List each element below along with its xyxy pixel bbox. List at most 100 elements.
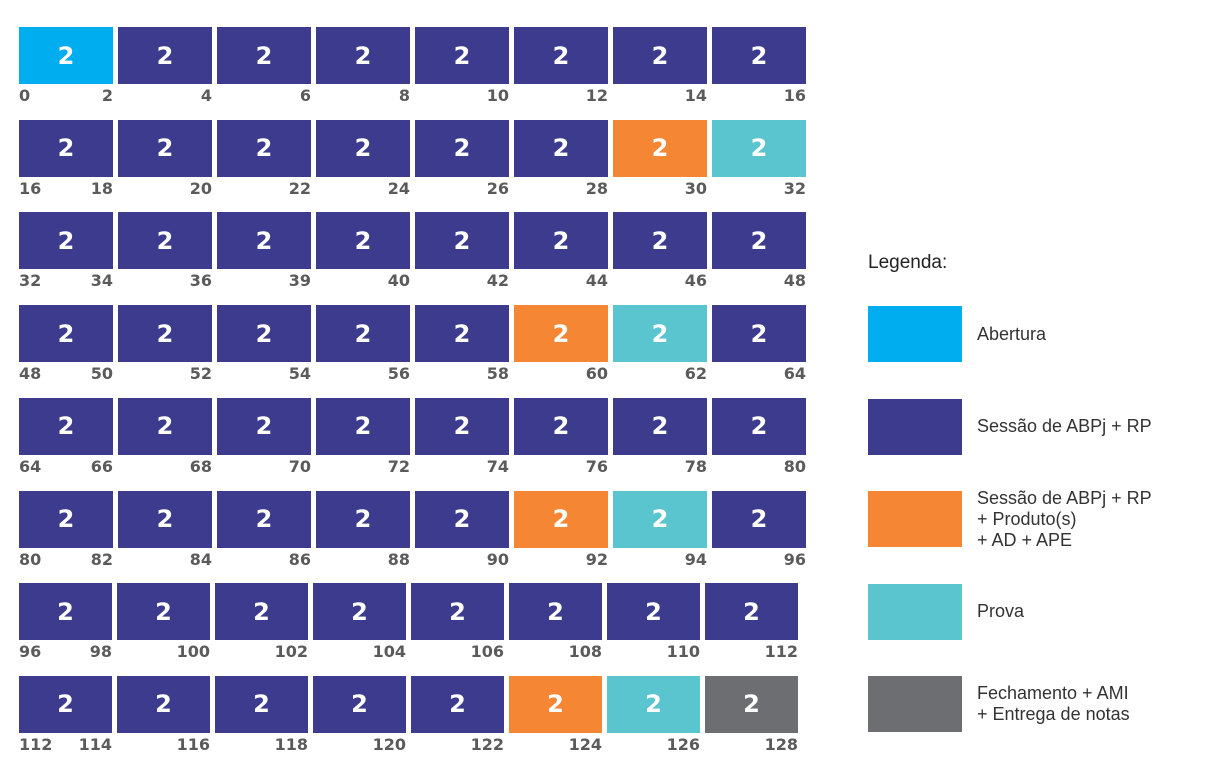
- schedule-block: 2: [316, 490, 410, 548]
- tick-label: 46: [684, 271, 707, 291]
- schedule-block: 2: [613, 212, 707, 270]
- legend-swatch: [868, 676, 962, 732]
- tick-label: 60: [585, 364, 608, 384]
- tick-label: 64: [783, 364, 806, 384]
- tick-label: 44: [585, 271, 608, 291]
- tick-label-start: 48: [19, 364, 42, 384]
- legend-label: Prova: [977, 601, 1025, 621]
- legend-swatch: [868, 491, 962, 547]
- tick-label: 56: [387, 364, 410, 384]
- schedule-block: 2: [712, 119, 806, 177]
- schedule-block: 2: [712, 490, 806, 548]
- tick-label: 122: [470, 734, 504, 754]
- schedule-block: 2: [613, 305, 707, 363]
- schedule-block: 2: [712, 397, 806, 455]
- schedule-block: 2: [514, 305, 608, 363]
- legend-title: Legenda:: [868, 252, 948, 273]
- tick-label: 118: [274, 734, 308, 754]
- legend-label: Sessão de ABPj + RP + Produto(s) + AD + …: [977, 487, 1152, 550]
- schedule-block: 2: [118, 119, 212, 177]
- tick-label-start: 96: [19, 642, 42, 662]
- tick-label: 128: [764, 734, 798, 754]
- schedule-block: 2: [19, 583, 112, 641]
- schedule-block: 2: [316, 397, 410, 455]
- schedule-block: 2: [19, 305, 113, 363]
- tick-label-start: 64: [19, 456, 42, 476]
- schedule-block: 2: [411, 583, 504, 641]
- tick-label: 72: [387, 456, 410, 476]
- tick-label: 16: [783, 86, 806, 105]
- tick-label-start: 80: [19, 549, 42, 569]
- schedule-block: 2: [19, 212, 113, 270]
- schedule-block: 2: [117, 583, 210, 641]
- tick-label: 26: [486, 178, 509, 198]
- tick-label: 48: [783, 271, 806, 291]
- schedule-block: 2: [607, 675, 700, 733]
- schedule-block: 2: [215, 583, 308, 641]
- tick-label: 120: [372, 734, 406, 754]
- schedule-block: 2: [117, 675, 210, 733]
- schedule-block: 2: [613, 27, 707, 84]
- tick-label: 36: [189, 271, 212, 291]
- schedule-block: 2: [19, 397, 113, 455]
- tick-label: 58: [486, 364, 509, 384]
- tick-label: 70: [288, 456, 311, 476]
- schedule-block: 2: [19, 675, 112, 733]
- schedule-block: 2: [415, 119, 509, 177]
- tick-label: 94: [684, 549, 707, 569]
- tick-label: 90: [486, 549, 509, 569]
- schedule-block: 2: [705, 583, 798, 641]
- legend-swatch: [868, 306, 962, 362]
- tick-label: 106: [470, 642, 504, 662]
- tick-label: 39: [288, 271, 311, 291]
- legend-item-sessao-produto: Sessão de ABPj + RP + Produto(s) + AD + …: [868, 487, 1208, 550]
- schedule-block: 2: [217, 490, 311, 548]
- schedule-block: 2: [217, 27, 311, 84]
- tick-label-start: 0: [19, 86, 31, 105]
- schedule-block: 2: [514, 397, 608, 455]
- tick-label: 96: [783, 549, 806, 569]
- schedule-block: 2: [415, 397, 509, 455]
- tick-label: 2: [101, 86, 113, 105]
- tick-label: 126: [666, 734, 700, 754]
- tick-label: 34: [90, 271, 113, 291]
- tick-label: 76: [585, 456, 608, 476]
- legend-swatch: [868, 398, 962, 455]
- tick-label: 12: [585, 86, 608, 105]
- legend-item-fechamento: Fechamento + AMI + Entrega de notas: [868, 676, 1208, 734]
- tick-label: 8: [398, 86, 410, 105]
- tick-label: 84: [189, 549, 212, 569]
- schedule-block: 2: [316, 27, 410, 84]
- legend: Legenda: Abertura Sessão de ABPj + RP Sess…: [868, 252, 1198, 732]
- schedule-block: 2: [217, 305, 311, 363]
- tick-label: 52: [189, 364, 212, 384]
- tick-label: 4: [200, 86, 212, 105]
- tick-label: 28: [585, 178, 608, 198]
- tick-label: 114: [78, 734, 112, 754]
- tick-label-start: 16: [19, 178, 42, 198]
- legend-label: Abertura: [977, 323, 1047, 344]
- legend-item-abertura: Abertura: [868, 306, 1208, 364]
- schedule-block: 2: [712, 305, 806, 363]
- schedule-block: 2: [217, 397, 311, 455]
- tick-label: 74: [486, 456, 509, 476]
- schedule-grid: 2 2 2 2 2 2 2 2 0 2 4 6 8 10 12 14 16 2 2 2 2 2 2 2 2 16 18 20 22 24 2…: [19, 27, 806, 754]
- schedule-block: 2: [514, 119, 608, 177]
- tick-label: 78: [684, 456, 707, 476]
- tick-label: 40: [387, 271, 410, 291]
- legend-swatch: [868, 583, 962, 640]
- tick-label: 108: [568, 642, 602, 662]
- tick-label: 30: [684, 178, 707, 198]
- tick-label: 116: [176, 734, 210, 754]
- schedule-block: 2: [118, 397, 212, 455]
- schedule-block: 2: [712, 27, 806, 84]
- schedule-block: 2: [514, 490, 608, 548]
- schedule-block: 2: [607, 583, 700, 641]
- schedule-block: 2: [118, 27, 212, 84]
- tick-label: 82: [90, 549, 113, 569]
- tick-label: 22: [288, 178, 311, 198]
- tick-label: 50: [90, 364, 113, 384]
- schedule-block: 2: [215, 675, 308, 733]
- schedule-block: 2: [415, 27, 509, 84]
- tick-label: 6: [299, 86, 311, 105]
